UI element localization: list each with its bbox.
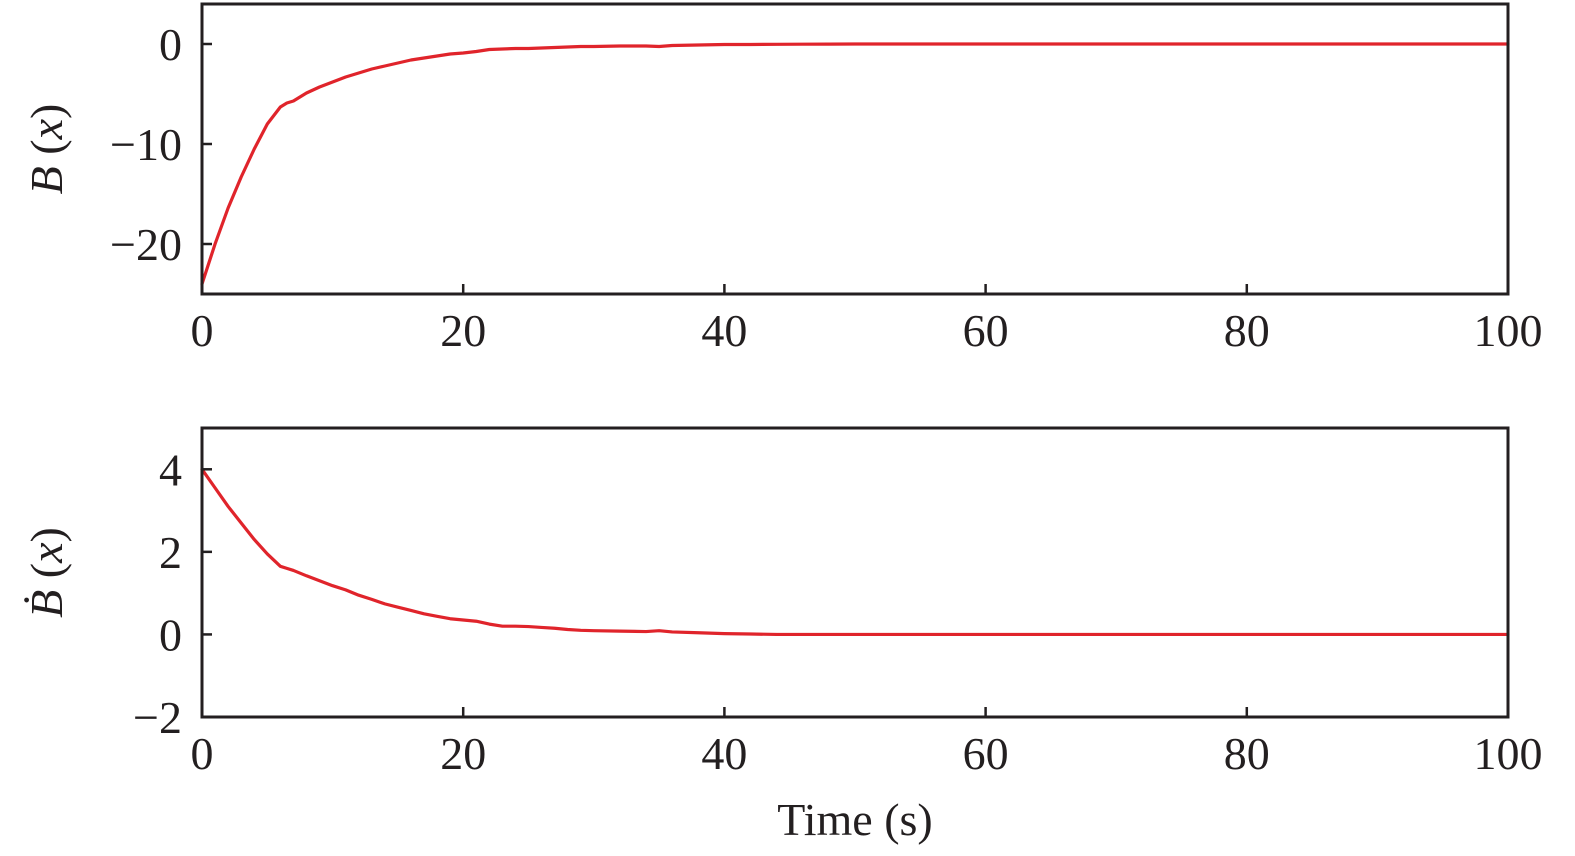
y-tick-label: 0 <box>159 609 182 660</box>
top-panel: 0 20 40 60 80 100 0 −10 −20 B (x) <box>21 2 1543 356</box>
x-tick-label: 0 <box>191 728 214 779</box>
series-line-0 <box>200 467 1510 637</box>
x-tick-label: 60 <box>963 728 1009 779</box>
x-tick-label: 40 <box>701 728 747 779</box>
x-tick-label: 20 <box>440 728 486 779</box>
y-tick-label: 4 <box>159 444 182 495</box>
y-axis-label: Ḃ (x) <box>21 527 72 618</box>
x-tick-label: 100 <box>1474 305 1543 356</box>
y-tick-label: 2 <box>159 527 182 578</box>
x-tick-label: 40 <box>701 305 747 356</box>
y-tick-label: −2 <box>133 692 182 743</box>
y-tick-label: −10 <box>110 119 182 170</box>
y-axis-label: B (x) <box>21 104 72 195</box>
series-line-0 <box>200 42 1510 286</box>
y-tick-label: 0 <box>159 19 182 70</box>
x-tick-label: 20 <box>440 305 486 356</box>
x-tick-label: 80 <box>1224 305 1270 356</box>
plot-frame <box>200 2 1510 296</box>
x-tick-label: 80 <box>1224 728 1270 779</box>
x-tick-label: 0 <box>191 305 214 356</box>
x-tick-label: 100 <box>1474 728 1543 779</box>
x-tick-label: 60 <box>963 305 1009 356</box>
y-tick-label: −20 <box>110 219 182 270</box>
plot-frame <box>200 426 1510 719</box>
x-axis-label: Time (s) <box>777 794 933 845</box>
